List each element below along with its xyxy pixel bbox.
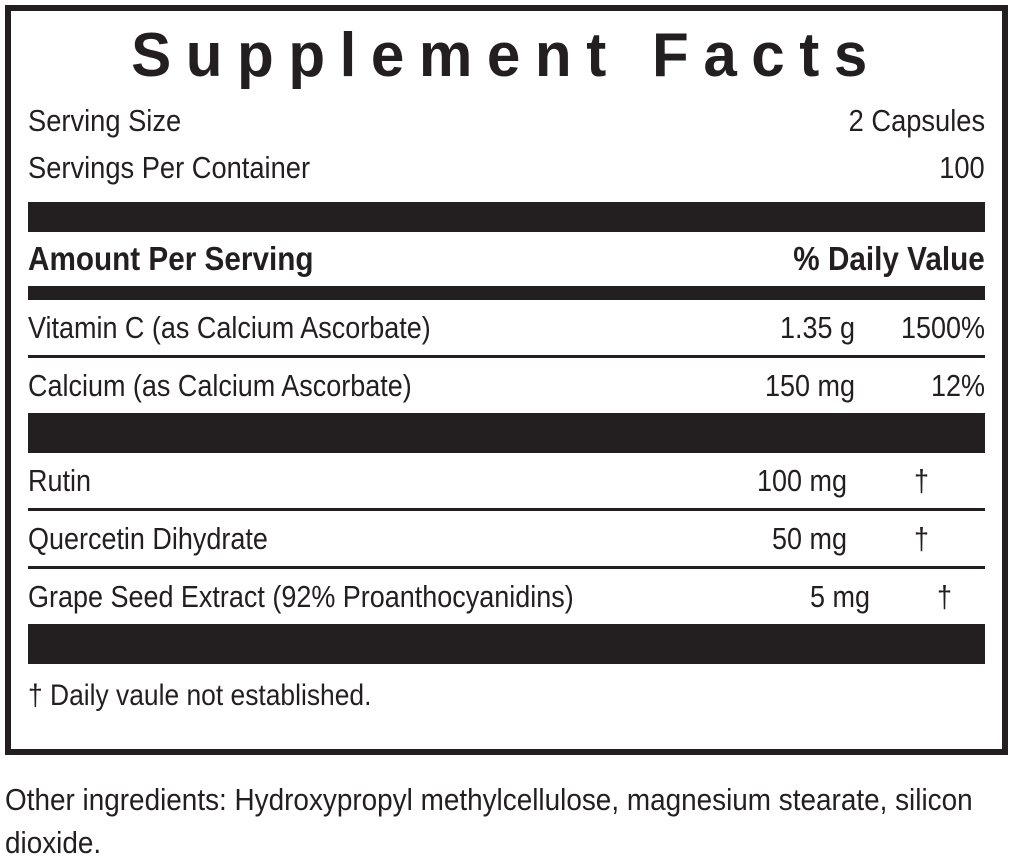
table-row: Vitamin C (as Calcium Ascorbate) 1.35 g …	[28, 300, 985, 355]
nutrient-daily-value: †	[937, 579, 953, 614]
serving-size-row: Serving Size 2 Capsules	[28, 97, 985, 144]
nutrient-amount: 150 mg	[765, 368, 855, 403]
serving-information: Serving Size 2 Capsules Servings Per Con…	[28, 93, 985, 191]
divider-hairline	[28, 355, 985, 358]
supplement-facts-inner: Supplement Facts Serving Size 2 Capsules…	[11, 11, 1002, 749]
supplement-facts-panel: Supplement Facts Serving Size 2 Capsules…	[5, 5, 1008, 755]
daily-value-footnote-text: † Daily vaule not established.	[28, 679, 372, 712]
divider-under-header	[28, 286, 985, 300]
table-row: Rutin 100 mg †	[28, 453, 985, 508]
servings-per-container-value: 100	[939, 150, 985, 185]
nutrient-amount: 1.35 g	[780, 310, 855, 345]
nutrient-name: Calcium (as Calcium Ascorbate)	[28, 368, 412, 403]
divider-thick-top	[28, 202, 985, 232]
nutrient-daily-value: 1500%	[901, 310, 985, 345]
divider-block-bottom	[28, 624, 985, 664]
nutrient-name: Grape Seed Extract (92% Proanthocyanidin…	[28, 579, 574, 614]
table-row: Quercetin Dihydrate 50 mg †	[28, 511, 985, 566]
divider-hairline	[28, 566, 985, 569]
divider-block-middle	[28, 413, 985, 453]
divider-hairline	[28, 508, 985, 511]
percent-daily-value-header: % Daily Value	[793, 240, 985, 277]
nutrient-daily-value: †	[913, 521, 929, 556]
nutrient-daily-value: †	[913, 463, 929, 498]
other-ingredients-section: Other ingredients: Hydroxypropyl methylc…	[5, 778, 1015, 864]
nutrient-name: Vitamin C (as Calcium Ascorbate)	[28, 310, 431, 345]
table-row: Grape Seed Extract (92% Proanthocyanidin…	[28, 569, 985, 624]
page-title: Supplement Facts	[131, 21, 882, 90]
servings-per-container-row: Servings Per Container 100	[28, 144, 985, 191]
nutrient-amount: 50 mg	[772, 521, 847, 556]
nutrient-amount: 5 mg	[810, 579, 871, 614]
nutrient-name: Rutin	[28, 463, 91, 498]
table-row: Calcium (as Calcium Ascorbate) 150 mg 12…	[28, 358, 985, 413]
servings-per-container-label: Servings Per Container	[28, 150, 311, 185]
nutrient-name: Quercetin Dihydrate	[28, 521, 268, 556]
serving-size-value: 2 Capsules	[848, 103, 985, 138]
amount-per-serving-header: Amount Per Serving	[28, 240, 314, 277]
table-header-row: Amount Per Serving % Daily Value	[28, 232, 985, 286]
daily-value-footnote: † Daily vaule not established.	[28, 664, 985, 722]
other-ingredients-text: Other ingredients: Hydroxypropyl methylc…	[5, 782, 973, 860]
nutrient-daily-value: 12%	[931, 368, 985, 403]
nutrient-amount: 100 mg	[757, 463, 847, 498]
serving-size-label: Serving Size	[28, 103, 182, 138]
